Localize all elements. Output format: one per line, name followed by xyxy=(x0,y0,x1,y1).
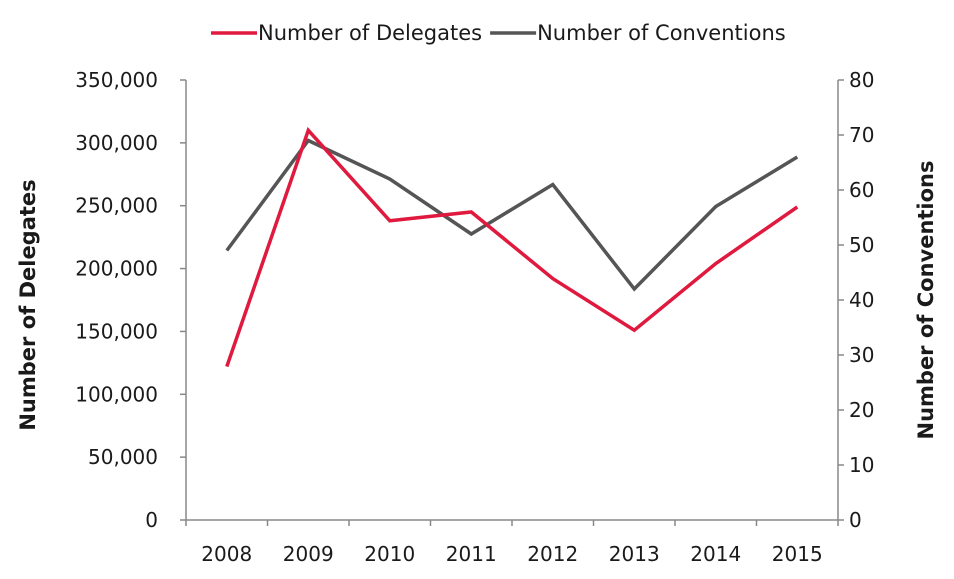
x-tick-label: 2012 xyxy=(527,542,578,566)
left-tick-label: 0 xyxy=(145,508,158,532)
left-tick-label: 300,000 xyxy=(75,131,158,155)
left-tick-label: 150,000 xyxy=(75,319,158,343)
left-tick-label: 100,000 xyxy=(75,382,158,406)
right-tick-label: 10 xyxy=(849,453,874,477)
x-tick-label: 2011 xyxy=(446,542,497,566)
legend-label-number-of-delegates: Number of Delegates xyxy=(258,21,482,45)
x-tick-label: 2008 xyxy=(201,542,252,566)
x-tick-label: 2010 xyxy=(364,542,415,566)
right-tick-label: 50 xyxy=(849,233,874,257)
x-tick-label: 2014 xyxy=(690,542,741,566)
right-tick-label: 30 xyxy=(849,343,874,367)
series-lines xyxy=(225,126,799,368)
legend: Number of Delegates Number of Conventions xyxy=(211,21,786,45)
series-line-number-of-delegates xyxy=(225,126,799,368)
left-axis-title: Number of Delegates xyxy=(16,179,40,430)
left-tick-label: 50,000 xyxy=(88,445,158,469)
right-tick-label: 70 xyxy=(849,123,874,147)
left-tick-label: 350,000 xyxy=(75,68,158,92)
axes: 0 50,000 100,000 150,000 200,000 250,000 300,0… xyxy=(75,68,874,566)
right-tick-label: 0 xyxy=(849,508,862,532)
right-tick-label: 40 xyxy=(849,288,874,312)
legend-label-number-of-conventions: Number of Conventions xyxy=(537,21,786,45)
x-tick-label: 2013 xyxy=(609,542,660,566)
left-tick-label: 200,000 xyxy=(75,257,158,281)
right-axis-title: Number of Conventions xyxy=(914,160,938,439)
left-tick-label: 250,000 xyxy=(75,194,158,218)
x-tick-label: 2015 xyxy=(772,542,823,566)
right-tick-label: 20 xyxy=(849,398,874,422)
right-tick-label: 60 xyxy=(849,178,874,202)
right-tick-label: 80 xyxy=(849,68,874,92)
x-tick-label: 2009 xyxy=(283,542,334,566)
